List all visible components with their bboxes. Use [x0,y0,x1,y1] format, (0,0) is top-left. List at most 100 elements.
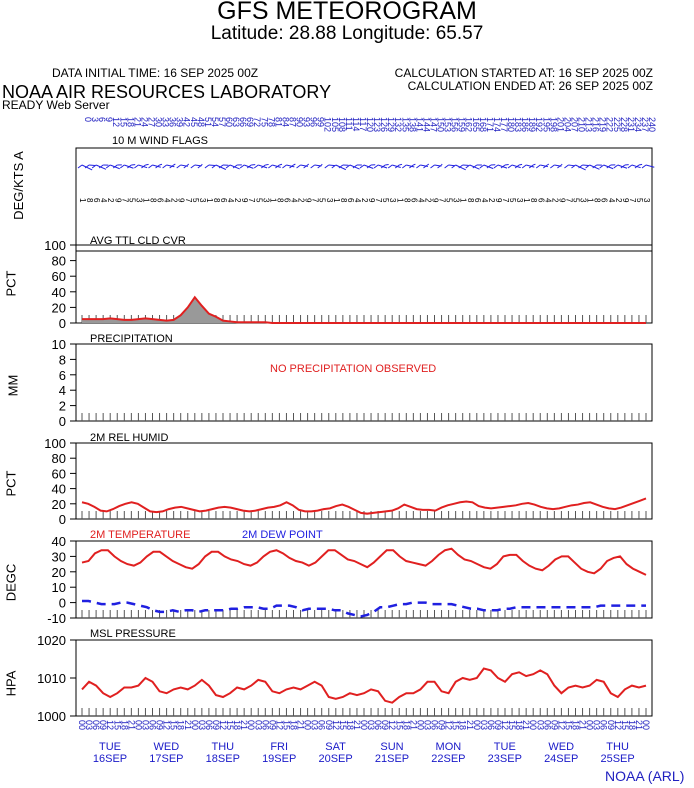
wind-barb-flag [246,164,252,169]
wind-barb-flag [324,164,330,169]
day-of-week: THU [211,741,235,753]
wind-speed-label: 7 [184,198,193,203]
wind-barb-flag [394,164,400,169]
pressure-ytick-label: 1020 [37,633,66,648]
hour-label: 06 [486,720,496,730]
hour-label: 00 [133,720,143,730]
wind-barb [511,164,521,169]
hour-label: 15 [112,720,122,730]
hour-label: 09 [211,720,221,730]
hour-label: 12 [105,720,115,730]
day-of-week: WED [153,741,180,753]
hour-label: 18 [514,720,524,730]
wind-barb-flag [479,164,485,169]
forecast-hour-tick-132: 132 [393,117,403,132]
wind-barb-flag [380,164,386,169]
wind-barb [385,163,389,166]
precip-panel-frame [75,343,653,422]
wind-barb-flag [134,164,139,169]
wind-speed-label: 5 [508,198,517,203]
day-label-1: WED 17SEP [141,741,191,765]
forecast-hour-tick-231: 231 [626,117,636,132]
wind-barb [187,163,190,166]
temperature-ytick-label: 20 [52,565,66,580]
wind-speed-label: 6 [536,198,545,203]
day-date: 22SEP [431,753,466,765]
pressure-ytick-label: 1000 [37,709,66,724]
hour-label: 06 [317,720,327,730]
wind-barb [159,163,163,166]
wind-speed-label: 7 [628,198,637,203]
wind-barb-flag [542,164,548,169]
wind-barb [307,163,310,166]
hour-label: 06 [373,720,383,730]
forecast-hour-tick-108: 108 [337,117,347,132]
cloud-ytick-label: 0 [59,316,66,331]
forecast-hour-tick-150: 150 [436,117,446,132]
cloud-ytick-label: 20 [52,300,66,315]
temperature-ytick-label: 40 [52,534,66,549]
hour-label: 15 [620,720,630,730]
wind-speed-label: 6 [219,198,228,203]
wind-speed-label: 2 [233,198,242,203]
wind-barb-flag [535,164,541,169]
wind-barb [392,164,401,168]
hour-label: 00 [77,720,87,730]
day-of-week: MON [435,741,462,753]
hour-label: 21 [183,720,193,730]
wind-barb-flag [578,164,583,169]
wind-barb-flag [225,164,231,169]
wind-barb-flag [359,164,365,169]
precip-ytick-label: 2 [59,399,66,414]
forecast-hour-tick-159: 159 [457,117,467,132]
wind-barb-flag [493,164,499,169]
hour-label: 09 [267,720,277,730]
wind-barb [526,164,535,168]
wind-speed-label: 5 [635,198,644,203]
forecast-hour-tick-93: 93 [302,117,312,127]
humidity-line [81,497,647,515]
forecast-hour-tick-6: 6 [97,117,107,122]
humidity-ytick-label: 40 [52,482,66,497]
forecast-hour-tick-123: 123 [372,117,382,132]
location-subtitle: Latitude: 28.88 Longitude: 65.57 [210,23,484,44]
wind-barb [518,163,523,166]
wind-barb-flag [613,164,619,169]
forecast-hour-tick-75: 75 [259,117,269,127]
wind-speed-label: 1 [332,198,341,203]
day-date: 23SEP [487,753,522,765]
wind-speed-label: 3 [579,198,588,203]
hour-label: 15 [507,720,517,730]
forecast-hour-tick-201: 201 [555,117,565,132]
wind-barb [215,164,227,170]
cloud-panel-title: AVG TTL CLD CVR [90,235,186,247]
wind-speed-label: 7 [501,198,510,203]
wind-speed-label: 5 [254,198,263,203]
wind-barb-flag [84,164,90,169]
calc-ended: CALCULATION ENDED AT: 26 SEP 2025 00Z [407,79,653,93]
forecast-hour-tick-90: 90 [295,117,305,127]
wind-barb-flag [444,164,449,169]
wind-barb-flag [641,164,647,169]
day-label-2: THU 18SEP [198,741,248,765]
wind-speed-label: 8 [212,198,221,203]
forecast-hour-tick-69: 69 [245,117,255,127]
forecast-hour-tick-114: 114 [351,117,361,131]
wind-speed-label: 2 [487,198,496,203]
wind-barb-flag [458,164,464,169]
hour-label: 03 [479,720,489,730]
page-title: GFS METEOROGRAM [217,0,477,25]
wind-barb-flag [345,164,351,169]
forecast-hour-tick-87: 87 [287,117,297,127]
wind-barb-flag [401,164,407,169]
forecast-hour-tick-54: 54 [210,117,220,127]
hour-label: 06 [91,720,101,730]
wind-barb-flag [486,164,492,169]
humidity-ytick-label: 0 [59,512,66,527]
hour-label: 03 [310,720,320,730]
temperature-ytick-label: -10 [47,611,66,626]
precip-ytick-label: 10 [52,337,66,352]
forecast-hour-tick-204: 204 [562,117,572,132]
wind-speed-label: 7 [438,198,447,203]
day-of-week: SAT [325,741,346,753]
